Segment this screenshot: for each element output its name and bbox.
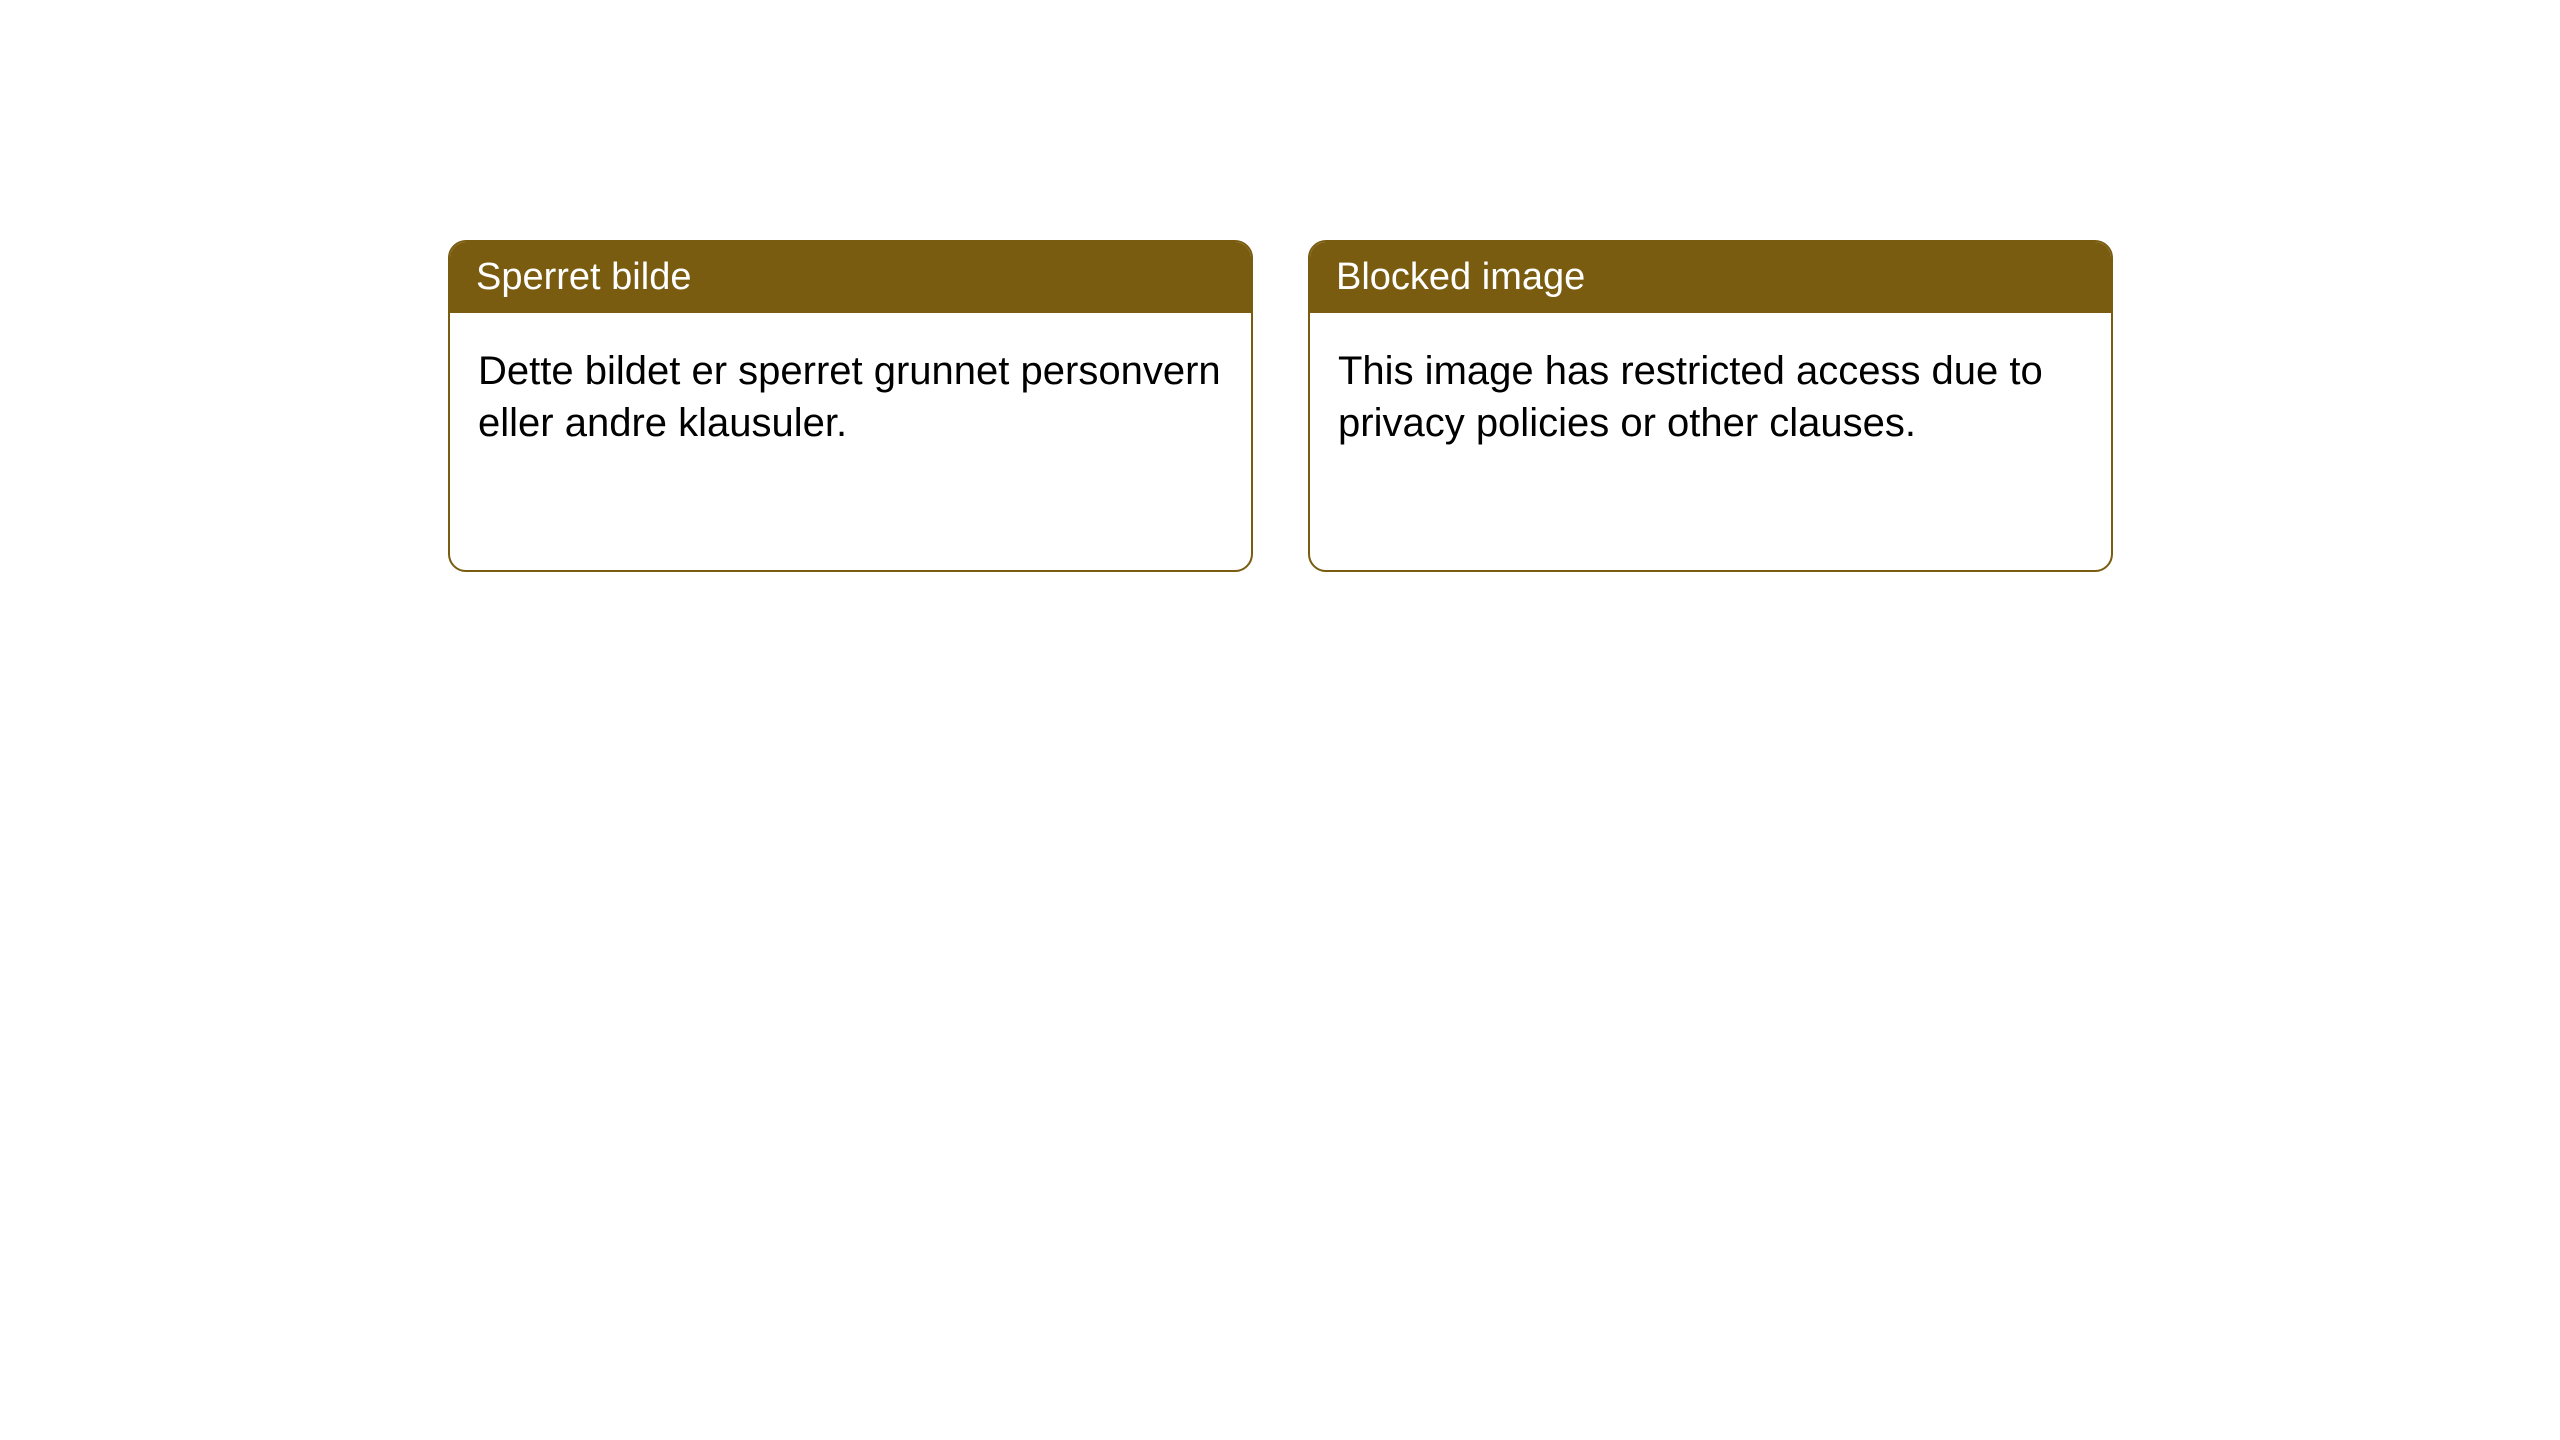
blocked-image-card-no: Sperret bilde Dette bildet er sperret gr…	[448, 240, 1253, 572]
card-body-no: Dette bildet er sperret grunnet personve…	[450, 313, 1251, 481]
card-body-text-no: Dette bildet er sperret grunnet personve…	[478, 349, 1221, 445]
card-title-en: Blocked image	[1336, 256, 1585, 298]
card-header-no: Sperret bilde	[450, 242, 1251, 313]
blocked-image-card-en: Blocked image This image has restricted …	[1308, 240, 2113, 572]
card-body-text-en: This image has restricted access due to …	[1338, 349, 2043, 445]
card-title-no: Sperret bilde	[476, 256, 691, 298]
card-body-en: This image has restricted access due to …	[1310, 313, 2111, 481]
cards-container: Sperret bilde Dette bildet er sperret gr…	[448, 240, 2113, 572]
card-header-en: Blocked image	[1310, 242, 2111, 313]
